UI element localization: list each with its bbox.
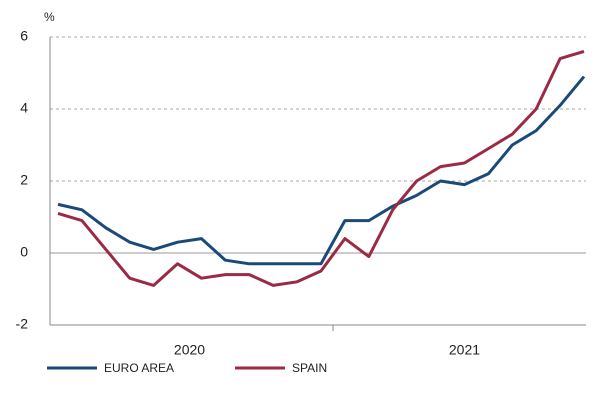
y-tick-label: 4 (20, 100, 28, 116)
line-series (57, 49, 585, 287)
y-tick-label: -2 (16, 316, 29, 332)
line-series (57, 75, 586, 266)
legend-label: EURO AREA (104, 361, 174, 375)
y-tick-label: 6 (20, 28, 28, 44)
y-unit: % (44, 10, 55, 24)
x-tick-label: 2020 (174, 342, 205, 358)
y-tick-label: 0 (20, 244, 28, 260)
x-tick-label: 2021 (449, 342, 480, 358)
legend-label: SPAIN (292, 361, 327, 375)
y-tick-label: 2 (20, 172, 28, 188)
